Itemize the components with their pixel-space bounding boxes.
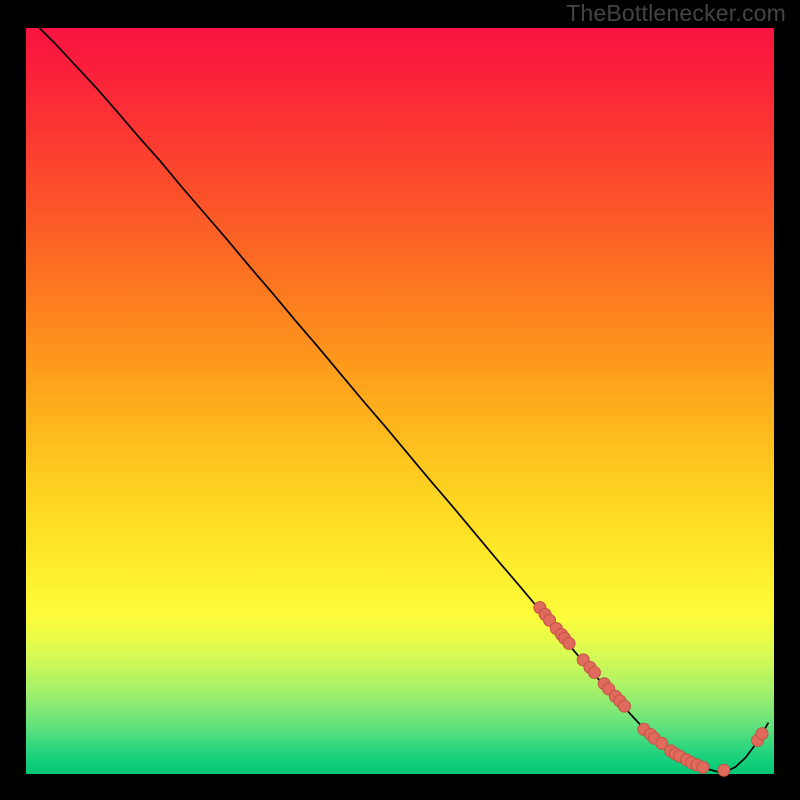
data-marker: [756, 728, 768, 740]
data-marker: [618, 700, 630, 712]
plot-background: [26, 28, 774, 774]
data-marker: [588, 667, 600, 679]
data-marker: [697, 761, 709, 773]
bottleneck-chart: [0, 0, 800, 800]
data-marker: [563, 637, 575, 649]
watermark-text: TheBottlenecker.com: [566, 0, 786, 27]
data-marker: [718, 764, 730, 776]
